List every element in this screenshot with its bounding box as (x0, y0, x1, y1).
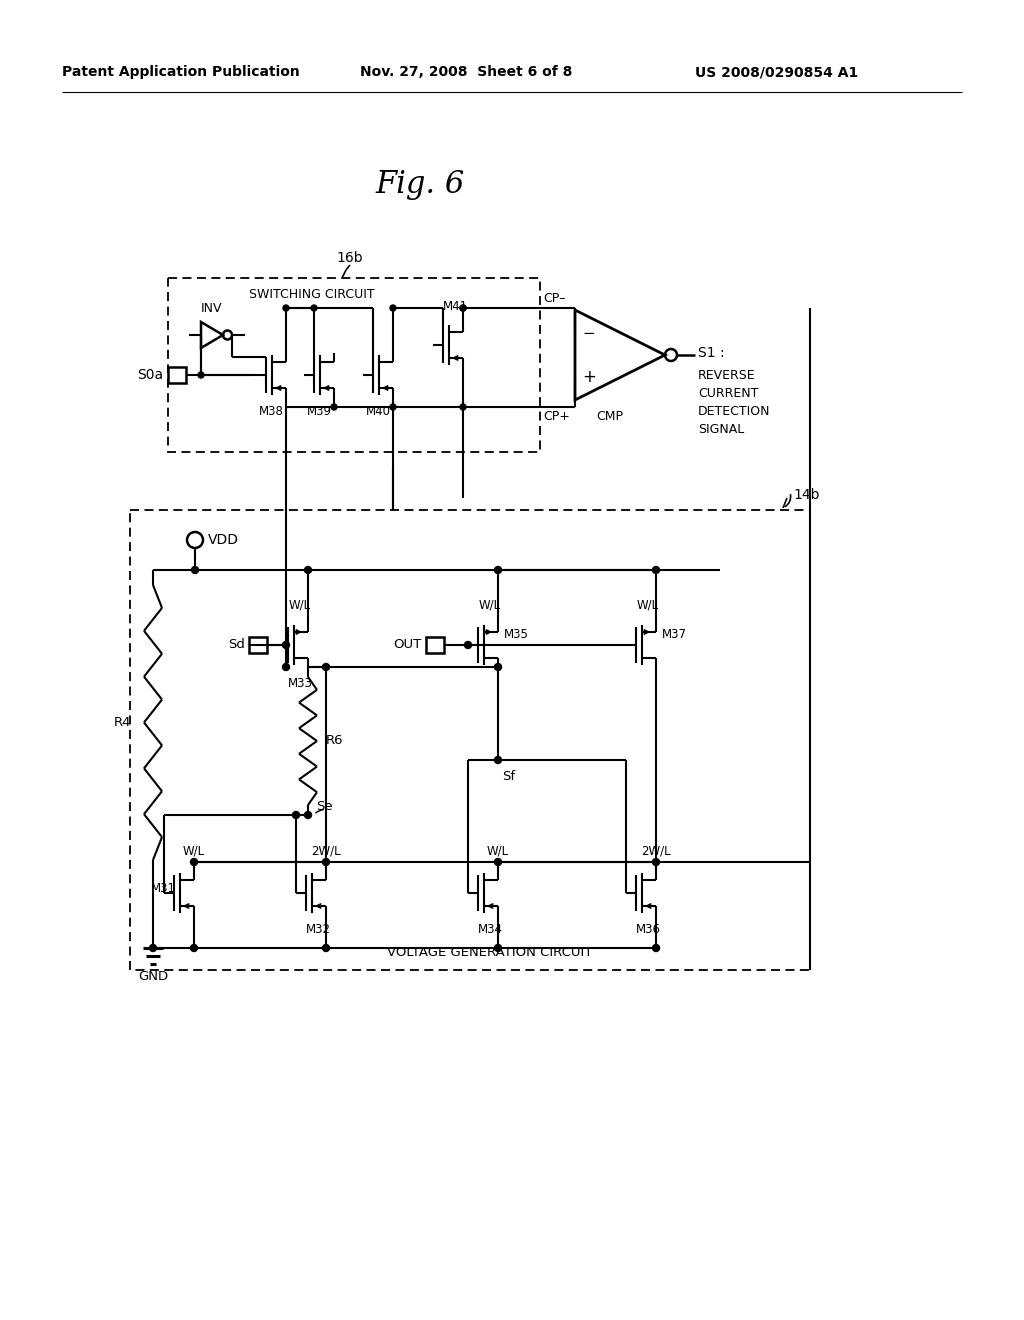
Circle shape (652, 566, 659, 573)
Text: R4: R4 (114, 715, 131, 729)
Text: GND: GND (138, 970, 168, 983)
Text: 16b: 16b (337, 251, 364, 265)
Circle shape (190, 858, 198, 866)
Text: 2W/L: 2W/L (641, 845, 671, 858)
Text: Nov. 27, 2008  Sheet 6 of 8: Nov. 27, 2008 Sheet 6 of 8 (360, 65, 572, 79)
Text: S0a: S0a (137, 368, 163, 381)
Text: OUT: OUT (394, 639, 422, 652)
Circle shape (283, 642, 290, 648)
Circle shape (652, 858, 659, 866)
Text: M40: M40 (366, 405, 390, 418)
Text: Se: Se (316, 800, 333, 813)
Text: M36: M36 (636, 923, 660, 936)
Circle shape (311, 305, 317, 312)
Circle shape (495, 858, 502, 866)
Text: R6: R6 (326, 734, 343, 747)
Text: +: + (582, 368, 596, 385)
Circle shape (323, 858, 330, 866)
Text: −: − (582, 326, 595, 341)
Circle shape (460, 404, 466, 411)
Circle shape (304, 812, 311, 818)
Text: CMP: CMP (597, 411, 624, 422)
Circle shape (283, 305, 289, 312)
Text: M37: M37 (662, 628, 687, 642)
Circle shape (293, 812, 299, 818)
Text: W/L: W/L (637, 598, 659, 611)
Text: VOLTAGE GENERATION CIRCUIT: VOLTAGE GENERATION CIRCUIT (387, 945, 593, 958)
Text: INV: INV (202, 302, 223, 315)
Bar (426, 638, 444, 653)
Circle shape (323, 945, 330, 952)
Text: Fig. 6: Fig. 6 (376, 169, 465, 201)
Text: Patent Application Publication: Patent Application Publication (62, 65, 300, 79)
Bar (249, 638, 267, 653)
Text: CP+: CP+ (543, 411, 570, 422)
Circle shape (331, 404, 337, 411)
Text: US 2008/0290854 A1: US 2008/0290854 A1 (695, 65, 858, 79)
Text: W/L: W/L (183, 845, 205, 858)
Text: 14b: 14b (793, 488, 819, 502)
Circle shape (460, 305, 466, 312)
Text: M39: M39 (306, 405, 332, 418)
Text: Sf: Sf (502, 770, 515, 783)
Text: SWITCHING CIRCUIT: SWITCHING CIRCUIT (249, 289, 375, 301)
Circle shape (323, 664, 330, 671)
Text: S1 :: S1 : (698, 346, 725, 360)
Circle shape (495, 566, 502, 573)
Circle shape (495, 945, 502, 952)
Text: CP–: CP– (543, 292, 565, 305)
Text: W/L: W/L (289, 598, 311, 611)
Circle shape (460, 305, 466, 312)
Circle shape (495, 664, 502, 671)
Text: Sd: Sd (228, 639, 245, 652)
Text: M31: M31 (151, 882, 176, 895)
Text: W/L: W/L (487, 845, 509, 858)
Circle shape (465, 642, 471, 648)
Text: M41: M41 (442, 300, 468, 313)
Text: M38: M38 (259, 405, 284, 418)
Bar (168, 367, 186, 383)
Circle shape (495, 756, 502, 763)
Text: REVERSE
CURRENT
DETECTION
SIGNAL: REVERSE CURRENT DETECTION SIGNAL (698, 370, 770, 436)
Text: 2W/L: 2W/L (311, 845, 341, 858)
Circle shape (304, 566, 311, 573)
Circle shape (652, 945, 659, 952)
Circle shape (191, 566, 199, 573)
Circle shape (150, 945, 157, 952)
Text: M35: M35 (504, 628, 528, 642)
Text: M34: M34 (477, 923, 503, 936)
Circle shape (198, 372, 204, 378)
Text: M33: M33 (288, 677, 312, 690)
Circle shape (390, 404, 396, 411)
Text: W/L: W/L (479, 598, 501, 611)
Text: M32: M32 (305, 923, 331, 936)
Circle shape (190, 945, 198, 952)
Circle shape (390, 305, 396, 312)
Text: VDD: VDD (208, 533, 239, 546)
Circle shape (283, 664, 290, 671)
